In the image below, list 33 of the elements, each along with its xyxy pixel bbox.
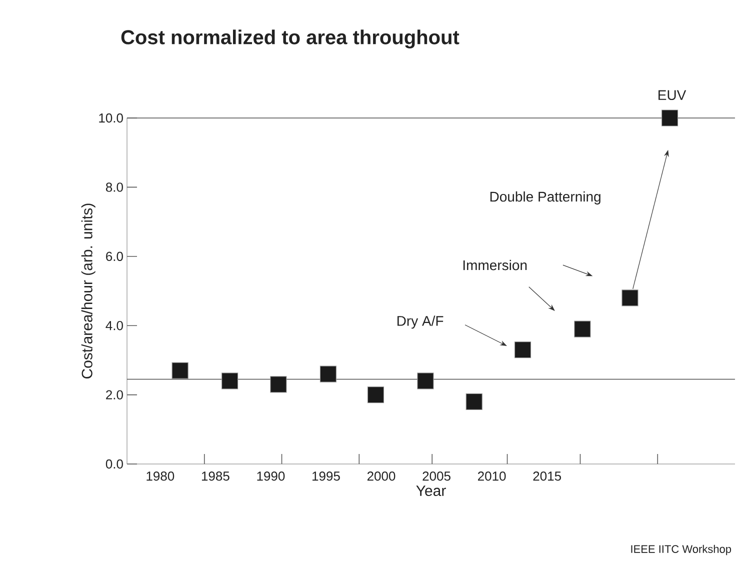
point (574, 320, 591, 338)
x-tick-label: 2000 (367, 472, 396, 481)
y-tick-label: 0.0 (106, 459, 123, 469)
y-tick-label: 4.0 (106, 320, 123, 330)
point (320, 366, 336, 382)
x-tick-label: 2015 (533, 472, 561, 481)
x-tick-label: 1995 (312, 472, 340, 481)
point (622, 290, 638, 306)
annotation: Immersion (463, 260, 527, 270)
x-tick-label: 2010 (478, 472, 506, 481)
annotation: Double Patterning (490, 191, 600, 204)
point (514, 342, 532, 358)
y-tick-label: 2.0 (106, 390, 123, 400)
x-tick-label: 1985 (202, 472, 230, 481)
x-tick-label: 1990 (257, 472, 285, 481)
point (270, 376, 287, 393)
point (367, 386, 384, 404)
text: EUV (658, 90, 686, 100)
point (661, 110, 678, 126)
point (466, 393, 482, 410)
y-tick-label: 6.0 (106, 252, 123, 261)
chart-title: Cost normalized to area throughout (121, 30, 460, 48)
y-tick-label: 8.0 (106, 182, 123, 192)
text: IEEE IITC Workshop (631, 544, 732, 556)
point (417, 372, 434, 390)
y-tick-label: 10.0 (99, 113, 123, 123)
x-tick-label: 1980 (146, 472, 174, 481)
x-tick-label: 2005 (422, 472, 450, 481)
y-axis-title: Cost/area/hour (arb. units) (81, 204, 96, 378)
point (172, 362, 188, 379)
point (222, 372, 238, 390)
x-axis-title: Year (416, 486, 446, 496)
annotation: Dry A/F (397, 316, 444, 329)
